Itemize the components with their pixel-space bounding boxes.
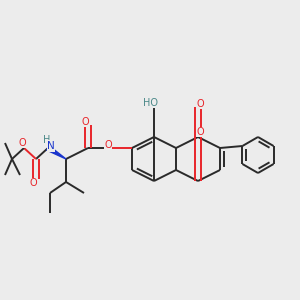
Text: O: O: [29, 178, 37, 188]
Text: HO: HO: [143, 98, 158, 108]
Text: O: O: [196, 99, 204, 109]
Text: O: O: [196, 127, 204, 137]
Polygon shape: [47, 146, 66, 159]
Text: O: O: [104, 140, 112, 150]
Text: O: O: [81, 117, 89, 127]
Text: H: H: [43, 135, 51, 145]
Text: N: N: [47, 141, 55, 151]
Text: O: O: [18, 138, 26, 148]
